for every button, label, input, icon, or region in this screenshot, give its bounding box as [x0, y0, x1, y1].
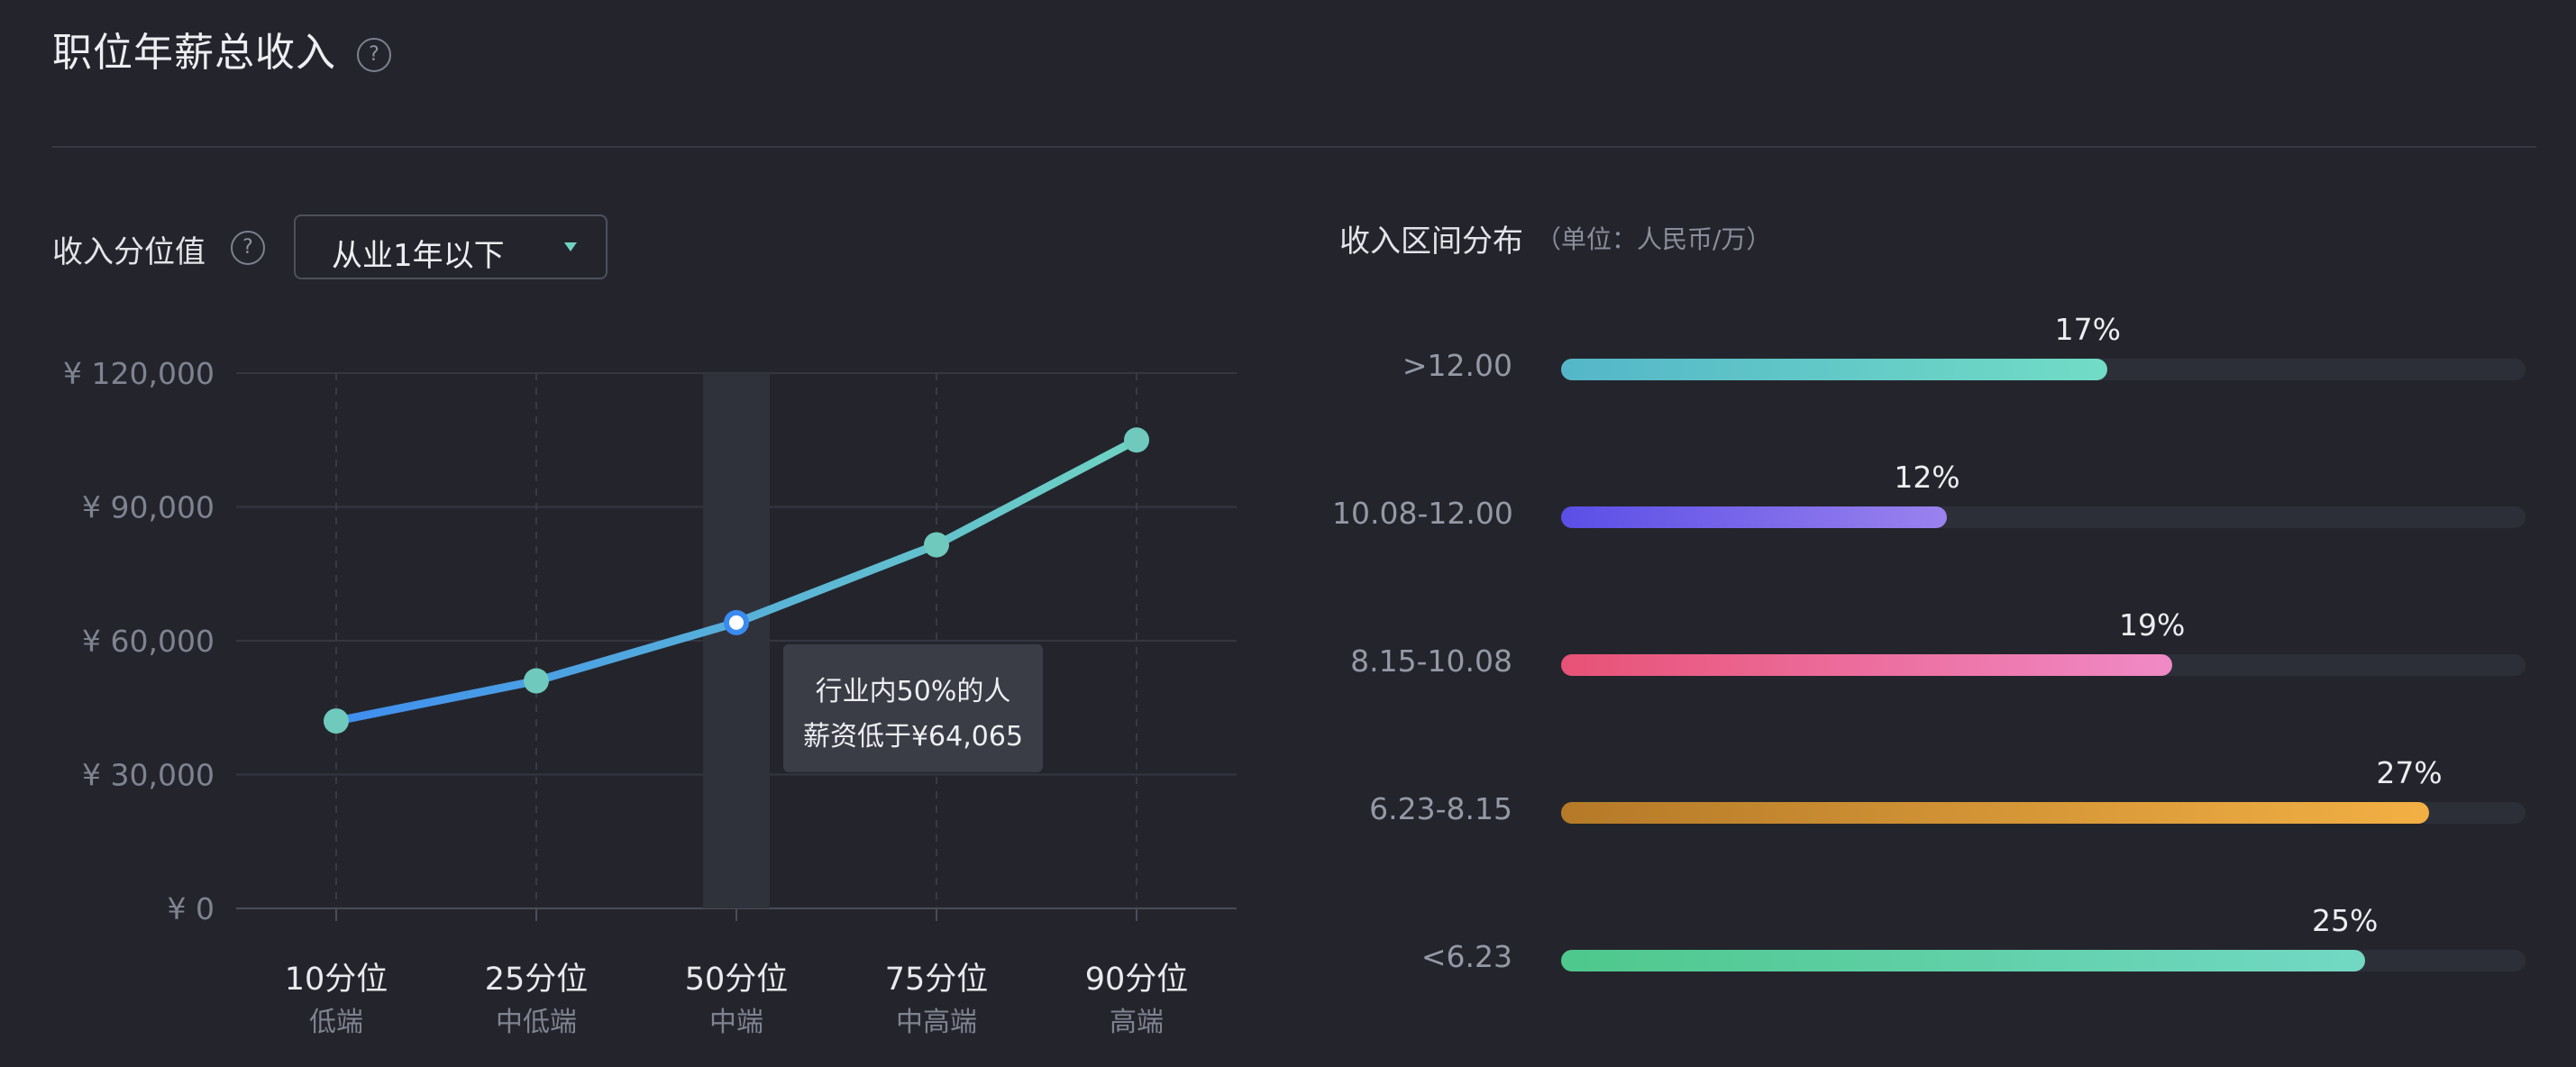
dropdown-selected-value: 从业1年以下 [332, 238, 505, 274]
page-title: 职位年薪总收入 [52, 30, 336, 76]
x-tick-sublabel: 中高端 [896, 1007, 977, 1038]
bar-value-label: 17% [2054, 312, 2122, 347]
x-tick-sublabel: 高端 [1110, 1007, 1164, 1038]
bar-fill [1561, 506, 1947, 528]
bar-fill [1561, 802, 2429, 824]
distribution-title: 收入区间分布 [1339, 223, 1523, 260]
bar-fill [1561, 654, 2172, 676]
bar-row: 6.23-8.15 27% [1339, 755, 2529, 842]
distribution-unit: （单位：人民币/万） [1536, 224, 1772, 254]
bar-fill [1561, 950, 2365, 971]
x-tick-label: 25分位 [485, 962, 589, 998]
bar-value-label: 12% [1894, 460, 1960, 495]
tooltip-box [783, 643, 1043, 772]
tooltip-line-2: 薪资低于¥64,065 [803, 721, 1023, 752]
bar-track: 27% [1561, 755, 2526, 824]
bar-track: 17% [1561, 312, 2526, 380]
bar-track: 19% [1561, 607, 2526, 676]
x-tick-sublabel: 中端 [709, 1007, 763, 1038]
percentile-line-chart: ¥ 0 ¥ 30,000 ¥ 60,000 ¥ 90,000 ¥ 120,000 10分… [63, 356, 1237, 1038]
y-tick-label: ¥ 120,000 [63, 356, 215, 391]
bar-category-label: 6.23-8.15 [1369, 791, 1512, 826]
bar-row: <6.23 25% [1339, 903, 2529, 989]
percentile-section-label: 收入分位值 [52, 234, 206, 270]
bar-row: 8.15-10.08 19% [1339, 607, 2529, 694]
bar-row: 10.08-12.00 12% [1332, 460, 2529, 546]
bar-category-label: >12.00 [1402, 348, 1512, 383]
help-icon[interactable]: ? [357, 38, 391, 72]
data-point [924, 532, 949, 558]
bar-fill [1561, 359, 2108, 380]
bar-track: 12% [1561, 460, 2526, 528]
bar-row: >12.00 17% [1339, 312, 2529, 398]
bar-category-label: <6.23 [1420, 939, 1512, 974]
divider [52, 146, 2536, 148]
experience-dropdown[interactable]: 从业1年以下 [294, 214, 607, 279]
y-tick-label: ¥ 0 [168, 891, 215, 926]
bar-value-label: 25% [2311, 903, 2379, 938]
x-tick-label: 10分位 [285, 962, 388, 998]
x-tick-sublabel: 中低端 [496, 1007, 577, 1038]
y-tick-label: ¥ 90,000 [82, 490, 215, 525]
x-tick-label: 90分位 [1085, 962, 1189, 998]
data-point [1124, 427, 1149, 453]
data-point [324, 708, 349, 734]
x-tick-label: 50分位 [685, 962, 789, 998]
y-tick-label: ¥ 30,000 [82, 758, 215, 793]
x-tick-label: 75分位 [885, 962, 989, 998]
bar-value-label: 27% [2376, 755, 2443, 790]
bar-category-label: 8.15-10.08 [1350, 643, 1512, 679]
y-tick-label: ¥ 60,000 [82, 624, 215, 659]
tooltip-line-1: 行业内50%的人 [816, 676, 1011, 707]
bar-category-label: 10.08-12.00 [1332, 496, 1513, 531]
bar-track: 25% [1561, 903, 2526, 971]
data-point [524, 668, 549, 694]
x-tick-sublabel: 低端 [309, 1007, 363, 1038]
bar-value-label: 19% [2118, 607, 2186, 643]
data-point-highlight-center [729, 615, 744, 630]
chevron-down-icon [564, 242, 577, 251]
percentile-help-icon[interactable]: ? [231, 231, 265, 265]
highlight-band [703, 373, 770, 908]
